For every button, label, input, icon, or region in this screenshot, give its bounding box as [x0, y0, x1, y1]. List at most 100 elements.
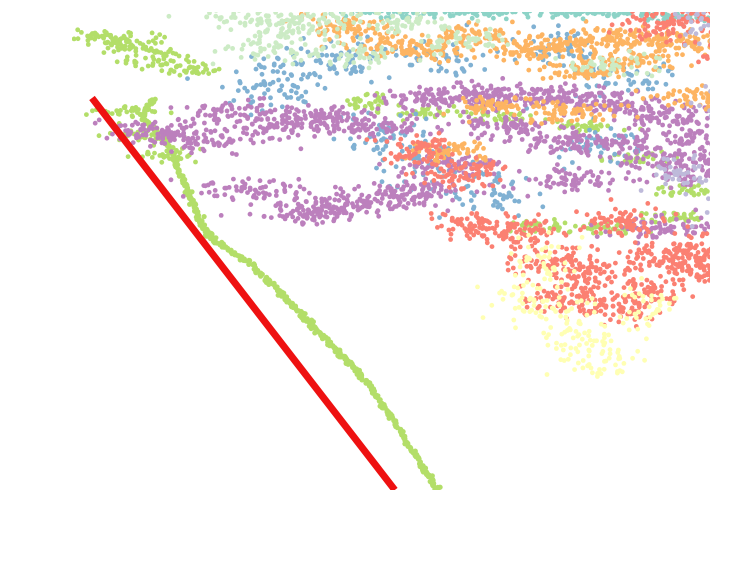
data-point	[311, 127, 317, 132]
data-point	[393, 126, 398, 131]
data-point	[266, 281, 272, 287]
data-point	[457, 12, 463, 16]
data-point	[75, 27, 81, 33]
data-point	[604, 137, 610, 143]
data-point	[125, 127, 131, 133]
data-point	[253, 270, 259, 276]
data-point	[702, 226, 707, 232]
data-point	[496, 6, 501, 11]
data-point	[281, 70, 287, 76]
data-point	[429, 43, 435, 49]
data-point	[428, 6, 433, 11]
data-point	[174, 64, 179, 70]
data-point	[656, 12, 660, 13]
data-point	[298, 36, 304, 42]
data-point	[659, 184, 665, 190]
data-point	[451, 6, 456, 11]
data-point	[299, 76, 304, 82]
data-point	[593, 139, 599, 145]
data-point	[520, 122, 525, 127]
data-point	[480, 52, 486, 58]
data-point	[307, 71, 312, 77]
data-point	[301, 214, 306, 219]
data-point	[180, 194, 186, 199]
data-point	[431, 52, 437, 57]
data-point	[534, 141, 540, 147]
data-point	[535, 102, 540, 108]
data-point	[483, 27, 488, 33]
data-point	[691, 230, 697, 236]
data-point	[449, 5, 454, 10]
data-point	[254, 108, 260, 114]
data-point	[672, 100, 678, 106]
data-point	[378, 39, 384, 45]
data-point	[145, 63, 151, 69]
data-point	[486, 12, 492, 16]
data-point	[601, 72, 607, 77]
data-point	[355, 97, 360, 102]
data-point	[140, 117, 146, 123]
data-point	[538, 87, 544, 92]
data-point	[587, 60, 593, 66]
data-point	[241, 125, 247, 131]
data-point	[103, 30, 109, 35]
data-point	[229, 151, 235, 156]
data-point	[682, 94, 688, 100]
data-point	[287, 109, 292, 115]
data-point	[705, 140, 710, 146]
data-point	[731, 42, 736, 47]
data-point	[260, 139, 266, 145]
data-point	[308, 14, 313, 20]
data-point	[487, 26, 493, 32]
data-point	[657, 46, 662, 52]
data-point	[329, 52, 335, 58]
data-point	[596, 137, 602, 143]
data-point	[359, 374, 365, 380]
data-point	[211, 68, 217, 74]
data-point	[712, 172, 717, 177]
data-point	[712, 23, 717, 28]
data-point	[724, 16, 729, 21]
data-point	[436, 190, 442, 196]
data-point	[400, 50, 405, 56]
data-point	[731, 227, 736, 232]
data-point	[722, 175, 727, 180]
data-point	[443, 100, 449, 106]
data-point	[368, 111, 374, 117]
data-point	[322, 37, 328, 43]
data-point	[556, 139, 561, 145]
data-point	[367, 200, 372, 206]
data-point	[684, 228, 690, 234]
data-point	[401, 6, 406, 11]
data-point	[207, 12, 212, 16]
data-point	[253, 189, 259, 194]
data-point	[539, 41, 544, 46]
data-point	[584, 139, 590, 145]
data-point	[272, 107, 278, 113]
data-point	[490, 106, 496, 112]
data-point	[268, 215, 274, 221]
data-point	[366, 65, 372, 71]
data-point	[319, 336, 326, 342]
data-point	[169, 123, 174, 128]
data-point	[657, 223, 663, 229]
data-point	[658, 37, 664, 42]
data-point	[352, 186, 357, 192]
data-point	[341, 41, 346, 47]
data-point	[234, 4, 239, 9]
data-point	[181, 137, 187, 143]
data-point	[313, 47, 319, 53]
data-point	[715, 162, 720, 167]
data-point	[357, 206, 362, 212]
data-point	[124, 57, 130, 63]
data-point	[713, 86, 718, 91]
data-point	[519, 7, 524, 12]
data-point	[372, 30, 378, 36]
data-point	[393, 423, 399, 430]
data-point	[353, 101, 358, 106]
data-point	[407, 127, 413, 133]
data-point	[598, 230, 604, 236]
data-point	[624, 161, 630, 166]
data-point	[708, 151, 710, 156]
data-point	[724, 16, 729, 21]
